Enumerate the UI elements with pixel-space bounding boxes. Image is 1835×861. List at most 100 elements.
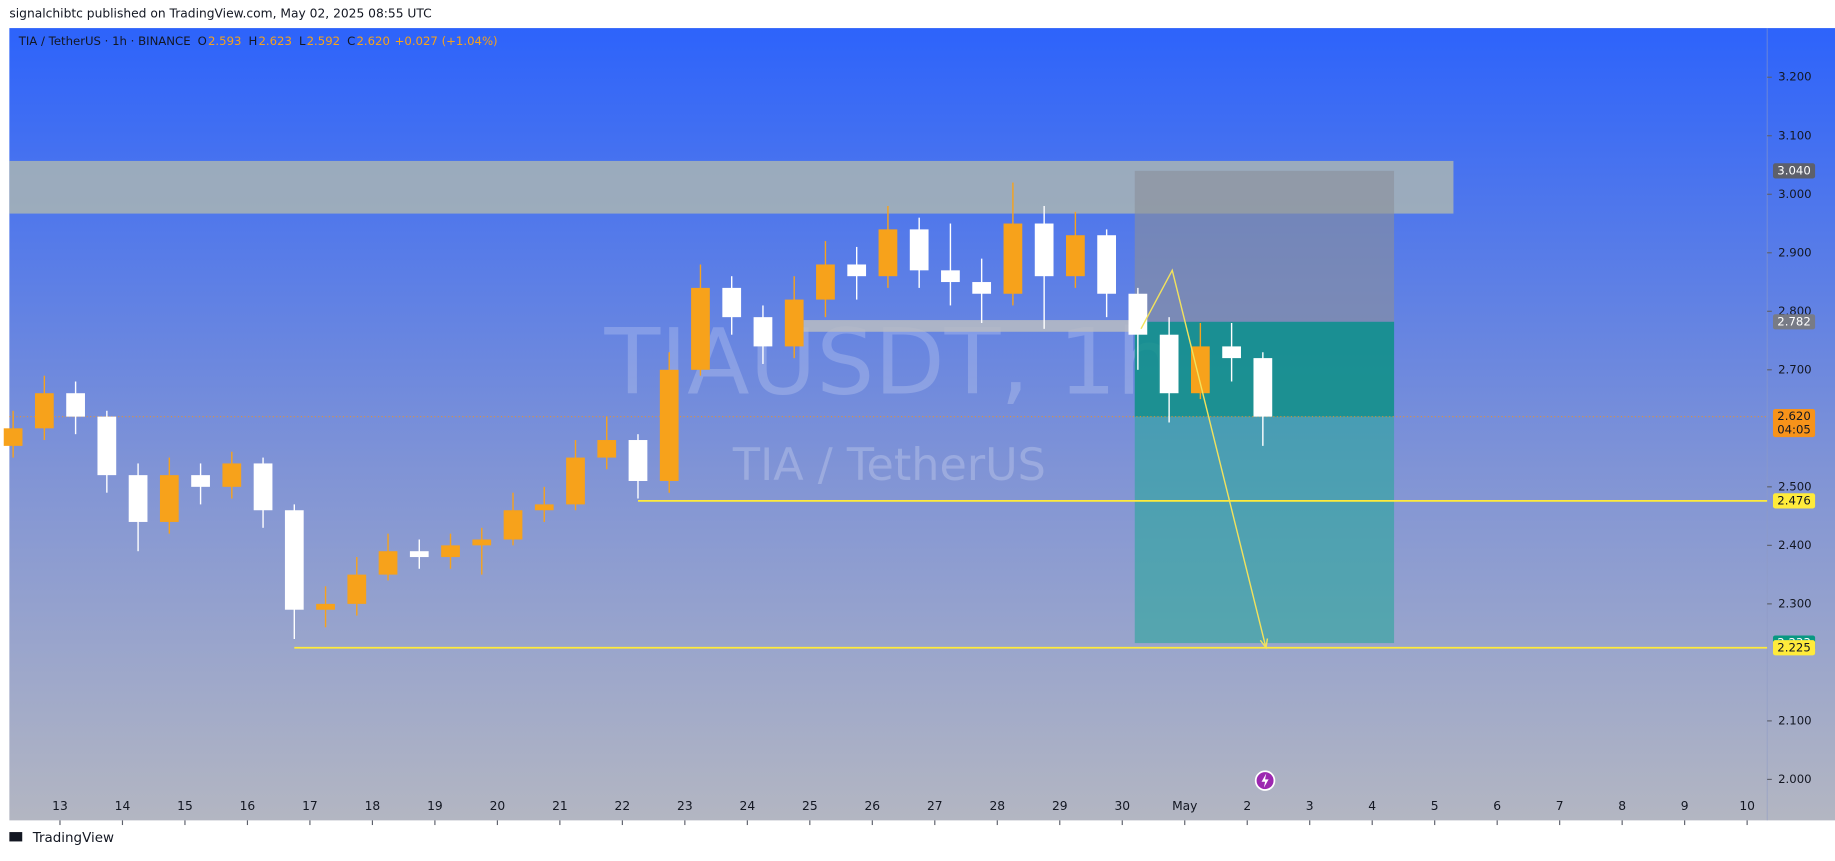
- price-tag: [1772, 640, 1816, 656]
- candle-body: [1190, 346, 1210, 394]
- x-tick-label: 22: [615, 799, 631, 813]
- candle-body: [253, 463, 273, 511]
- x-tick-label: 17: [302, 799, 318, 813]
- ohlc-value: 2.623: [258, 33, 291, 47]
- candle-body: [784, 299, 804, 347]
- x-tick-label: 23: [677, 799, 693, 813]
- ohlc-name: O: [198, 33, 207, 47]
- ohlc-name: H: [248, 33, 257, 47]
- footer: TradingView: [32, 831, 114, 846]
- x-tick-label: 8: [1618, 799, 1626, 813]
- candle-body: [34, 393, 54, 429]
- x-tick-label: 21: [552, 799, 568, 813]
- arrow-path: [1140, 268, 1267, 648]
- candle-body: [503, 510, 523, 540]
- candle-body: [284, 510, 304, 610]
- x-tick-label: 30: [1114, 799, 1130, 813]
- candle-body: [691, 287, 710, 370]
- candle-body: [1128, 293, 1148, 335]
- candle-body: [191, 475, 210, 487]
- event-icon-bolt: [1261, 773, 1269, 788]
- price-tag: [1772, 493, 1816, 509]
- x-tick-label: 19: [427, 799, 443, 813]
- x-tick-label: 29: [1052, 799, 1068, 813]
- legend: TIA / TetherUS · 1h · BINANCE O2.593 H2.62…: [18, 33, 498, 47]
- x-tick-label: 25: [802, 799, 818, 813]
- candle-body: [909, 229, 929, 271]
- y-tick-label: 3.100: [1778, 128, 1811, 142]
- candle-body: [441, 545, 460, 558]
- plot-layer: 2.0002.1002.3002.4002.5002.7002.8002.900…: [3, 70, 1816, 826]
- candle-body: [1003, 223, 1023, 294]
- candle-body: [1253, 358, 1273, 417]
- candle-body: [159, 475, 179, 522]
- candle-body: [753, 317, 773, 347]
- candle-body: [659, 369, 679, 481]
- candle-body: [97, 416, 117, 476]
- price-tag-countdown: 04:05: [1777, 423, 1811, 437]
- change: +0.027 (+1.04%): [395, 33, 498, 47]
- x-tick-label: 16: [240, 799, 256, 813]
- y-tick-label: 2.900: [1778, 245, 1811, 259]
- support-band: [803, 320, 1142, 332]
- x-tick-label: 13: [52, 799, 68, 813]
- arrow-head: [1259, 638, 1269, 650]
- candle-body: [128, 475, 148, 522]
- candle-body: [222, 463, 242, 487]
- y-tick-label: 2.100: [1778, 713, 1811, 727]
- candle-body: [1222, 346, 1241, 359]
- y-tick-label: 2.400: [1778, 538, 1811, 552]
- candle-body: [347, 574, 367, 604]
- x-tick-label: 3: [1306, 799, 1314, 813]
- x-tick-label: 18: [365, 799, 381, 813]
- x-tick-label: 28: [989, 799, 1005, 813]
- ohlc: O2.593 H2.623 L2.592 C2.620: [198, 33, 390, 47]
- candle-body: [816, 264, 835, 300]
- price-tag-label: 3.040: [1777, 163, 1810, 177]
- candle-body: [941, 270, 960, 283]
- price-tag: [1772, 409, 1816, 438]
- candle-body: [378, 551, 398, 575]
- price-tag: [1772, 314, 1816, 330]
- stop-zone: [1134, 170, 1395, 322]
- candle-body: [972, 282, 992, 294]
- ohlc-name: C: [347, 33, 355, 47]
- logo: [9, 832, 23, 842]
- watermark-subtitle: TIA / TetherUS: [732, 440, 1046, 491]
- x-tick-label: 14: [115, 799, 131, 813]
- y-tick-label: 3.200: [1778, 70, 1811, 84]
- x-tick-label: 20: [490, 799, 506, 813]
- y-tick-label: 2.300: [1778, 596, 1811, 610]
- price-tag-label: 2.225: [1777, 640, 1810, 654]
- price-tag-label: 2.782: [1777, 314, 1810, 328]
- x-tick-label: 7: [1556, 799, 1564, 813]
- x-tick-label: 24: [740, 799, 756, 813]
- price-tag-label: 2.620: [1777, 409, 1810, 423]
- y-tick-label: 2.000: [1778, 772, 1811, 786]
- price-tag-label: 2.476: [1777, 493, 1810, 507]
- x-tick-label: 2: [1243, 799, 1251, 813]
- y-tick-label: 2.700: [1778, 362, 1811, 376]
- candle-body: [472, 539, 492, 546]
- candle-body: [316, 603, 335, 610]
- ohlc-name: L: [299, 33, 306, 47]
- x-tick-label: 4: [1368, 799, 1376, 813]
- candle-body: [1159, 334, 1179, 394]
- ohlc-value: 2.593: [208, 33, 241, 47]
- candle-body: [66, 393, 85, 417]
- x-tick-label: May: [1172, 799, 1197, 813]
- x-tick-label: 9: [1681, 799, 1689, 813]
- candle-body: [1034, 223, 1054, 277]
- price-tag: [1772, 163, 1816, 179]
- plot-background: [9, 28, 1835, 821]
- x-tick-label: 10: [1739, 799, 1755, 813]
- candle-body: [409, 551, 429, 558]
- candle-body: [1066, 235, 1085, 277]
- x-tick-label: 6: [1493, 799, 1501, 813]
- x-tick-label: 26: [865, 799, 881, 813]
- candle-body: [628, 440, 648, 481]
- candle-body: [847, 264, 867, 277]
- candle-body: [3, 428, 23, 446]
- header: signalchibtc published on TradingView.co…: [9, 7, 431, 21]
